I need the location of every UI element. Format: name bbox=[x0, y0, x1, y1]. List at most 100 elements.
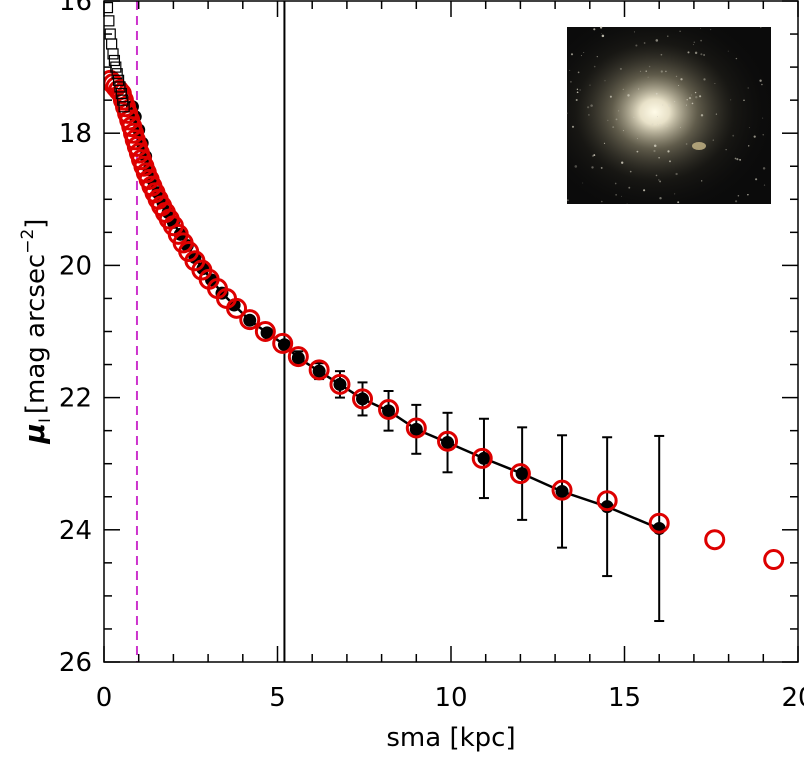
data-point-open-square bbox=[104, 15, 115, 27]
inset-star bbox=[653, 144, 657, 147]
inset-star bbox=[727, 50, 729, 52]
inset-star bbox=[747, 145, 750, 147]
inset-star bbox=[659, 197, 662, 200]
inset-star bbox=[761, 83, 763, 86]
y-tick-label: 16 bbox=[59, 0, 92, 17]
inset-star bbox=[686, 99, 688, 101]
inset-star bbox=[577, 71, 580, 74]
y-tick-label: 22 bbox=[59, 384, 92, 414]
data-point-filled bbox=[291, 351, 305, 365]
inset-star bbox=[583, 51, 585, 54]
y-tick-label: 20 bbox=[59, 251, 92, 281]
inset-star bbox=[753, 135, 756, 138]
data-point-filled bbox=[477, 451, 491, 465]
inset-star bbox=[571, 125, 575, 128]
inset-star bbox=[569, 69, 571, 71]
inset-star bbox=[700, 27, 701, 29]
inset-star bbox=[755, 178, 758, 181]
inset-star bbox=[763, 184, 766, 186]
inset-star bbox=[685, 143, 688, 145]
inset-star bbox=[576, 91, 579, 94]
inset-star bbox=[587, 106, 590, 109]
inset-star bbox=[593, 65, 596, 68]
inset-star bbox=[692, 44, 694, 46]
inset-star bbox=[648, 65, 651, 68]
inset-star bbox=[619, 67, 622, 70]
data-point-open-circle bbox=[596, 490, 618, 512]
data-point-open-circle bbox=[509, 463, 531, 485]
inset-star bbox=[694, 51, 698, 55]
inset-star bbox=[680, 78, 683, 81]
data-point-open-circle bbox=[329, 373, 351, 395]
data-point-open-circle bbox=[226, 297, 248, 319]
companion-galaxy bbox=[692, 142, 706, 150]
data-point-open-square bbox=[117, 94, 129, 106]
inset-star bbox=[700, 53, 703, 56]
inset-star bbox=[593, 154, 596, 157]
inset-star bbox=[669, 160, 671, 163]
inset-star bbox=[633, 116, 635, 118]
data-point-open-square bbox=[106, 38, 118, 50]
data-point-open-circle bbox=[378, 398, 400, 420]
inset-star bbox=[638, 88, 640, 90]
data-point-open-circle bbox=[272, 332, 294, 354]
inset-star bbox=[661, 104, 664, 106]
data-point-filled bbox=[555, 484, 569, 498]
data-point-open-square bbox=[114, 81, 126, 93]
data-point-open-circle bbox=[352, 388, 374, 410]
inset-star bbox=[596, 55, 598, 58]
inset-star bbox=[643, 189, 646, 192]
inset-star bbox=[666, 125, 668, 127]
inset-star bbox=[762, 117, 764, 119]
inset-star bbox=[736, 158, 739, 161]
inset-star bbox=[714, 83, 716, 85]
inset-star bbox=[621, 161, 624, 164]
data-point-filled bbox=[312, 364, 326, 378]
x-tick-label: 10 bbox=[434, 683, 467, 713]
data-point-filled bbox=[382, 404, 396, 418]
y-tick-label: 24 bbox=[59, 516, 92, 546]
inset-star bbox=[601, 200, 603, 203]
inset-star bbox=[677, 201, 680, 204]
inset-star bbox=[762, 167, 766, 170]
inset-star bbox=[700, 39, 702, 42]
inset-star bbox=[579, 89, 581, 91]
x-axis-label: sma [kpc] bbox=[386, 723, 515, 753]
inset-star bbox=[747, 194, 749, 196]
inset-star bbox=[710, 29, 712, 31]
inset-star bbox=[615, 194, 617, 196]
inset-star bbox=[588, 114, 590, 116]
data-point-open-circle bbox=[287, 346, 309, 368]
inset-star bbox=[678, 84, 680, 87]
data-point-open-square bbox=[108, 54, 121, 67]
inset-star bbox=[628, 186, 631, 189]
inset-star bbox=[679, 126, 682, 128]
inset-star bbox=[762, 134, 764, 136]
inset-star bbox=[760, 26, 762, 28]
data-point-filled bbox=[260, 326, 274, 340]
inset-star bbox=[601, 34, 605, 38]
inset-star bbox=[695, 96, 698, 99]
galaxy-inset-image bbox=[566, 26, 771, 205]
y-axis-label: μI [mag arcsec−2] bbox=[18, 219, 54, 445]
y-axis-label-symbol: μ bbox=[18, 423, 51, 445]
inset-star bbox=[643, 42, 646, 44]
data-point-filled bbox=[333, 377, 347, 391]
inset-star bbox=[600, 33, 602, 35]
data-point-open-circle bbox=[551, 479, 573, 501]
inset-star bbox=[675, 172, 678, 176]
inset-star bbox=[645, 70, 647, 72]
data-point-open-square bbox=[112, 74, 125, 86]
inset-star bbox=[600, 166, 603, 169]
data-point-filled bbox=[409, 422, 423, 436]
inset-star bbox=[656, 123, 658, 125]
inset-star bbox=[580, 55, 582, 57]
data-point-filled bbox=[441, 436, 455, 450]
inset-star bbox=[569, 80, 572, 83]
data-point-open-circle bbox=[648, 512, 670, 534]
inset-star bbox=[639, 70, 642, 73]
inset-star bbox=[700, 114, 704, 117]
inset-star bbox=[566, 199, 569, 202]
data-point-filled bbox=[243, 313, 257, 327]
inset-star bbox=[668, 104, 671, 107]
